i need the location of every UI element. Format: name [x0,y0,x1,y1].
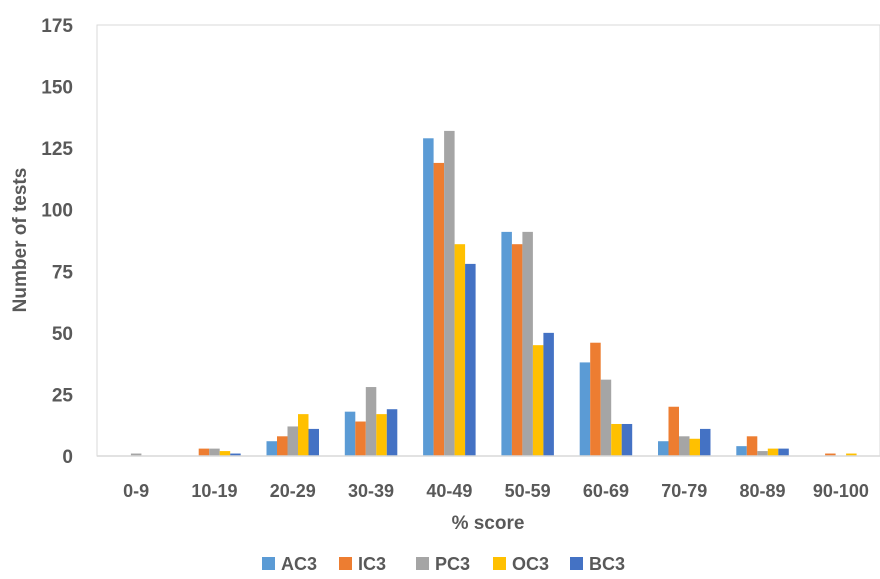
bar-ic3-60-69 [590,342,601,456]
bar-oc3-30-39 [376,414,387,456]
bar-oc3-60-69 [611,423,622,456]
bar-ic3-30-39 [355,421,366,456]
legend-swatch-ac3 [262,557,275,570]
y-tick-label: 175 [41,16,73,37]
bar-bc3-70-79 [700,428,711,456]
bar-pc3-60-69 [600,379,612,456]
plot-frame [96,24,880,457]
bar-oc3-50-59 [532,345,544,456]
legend-label-ac3: AC3 [281,554,317,574]
legend-label-pc3: PC3 [435,554,470,574]
bar-ac3-80-89 [736,446,747,456]
x-category-label: 70-79 [661,481,707,501]
x-category-label: 30-39 [348,481,394,501]
bar-ac3-50-59 [501,231,512,456]
bar-ac3-40-49 [423,138,434,457]
bar-pc3-70-79 [679,436,690,456]
legend-swatch-bc3 [570,557,583,570]
bar-pc3-50-59 [522,231,533,456]
x-category-labels: 0-9 10-19 20-29 30-39 40-49 50-59 60-69 70-79 80… [123,481,869,501]
x-category-label: 50-59 [505,481,551,501]
y-tick-label: 75 [52,262,74,283]
bar-pc3-20-29 [287,426,298,456]
x-axis-title: % score [452,513,525,534]
bar-ic3-70-79 [668,406,679,456]
bar-ic3-10-19 [198,448,210,456]
legend-label-bc3: BC3 [589,554,625,574]
bar-pc3-10-19 [209,448,220,456]
bar-oc3-80-89 [767,448,779,456]
bar-oc3-70-79 [689,438,700,456]
x-category-label: 40-49 [426,481,472,501]
bar-bc3-20-29 [308,428,319,456]
bar-ac3-70-79 [658,441,669,456]
bar-bc3-50-59 [543,332,554,456]
y-tick-label: 100 [41,201,73,222]
bar-ic3-40-49 [433,162,445,457]
y-axis-title: Number of tests [10,168,31,313]
y-tick-label: 50 [52,324,73,345]
x-category-label: 20-29 [270,481,316,501]
bar-ac3-30-39 [344,411,356,456]
legend-label-ic3: IC3 [358,554,386,574]
y-tick-label: 25 [52,385,74,406]
bar-pc3-40-49 [444,130,455,456]
y-tick-label: 150 [41,78,73,99]
legend-swatch-ic3 [339,557,352,570]
x-category-label: 90-100 [813,481,869,501]
legend-swatch-oc3 [493,557,506,570]
x-category-label: 10-19 [191,481,237,501]
bar-oc3-10-19 [219,451,231,456]
legend-swatch-pc3 [416,557,429,570]
bar-bc3-30-39 [386,409,398,456]
y-tick-label: 0 [62,447,73,468]
legend-label-oc3: OC3 [512,554,549,574]
bar-pc3-80-89 [757,451,768,456]
bar-ac3-20-29 [266,441,277,456]
bars-group [130,130,857,457]
bar-oc3-90-100 [846,453,857,456]
y-tick-labels: 0 25 50 75 100 125 150 175 [41,16,73,468]
bar-pc3-0-9 [130,453,142,456]
x-category-label: 0-9 [123,481,149,501]
x-category-label: 80-89 [740,481,786,501]
x-category-label: 60-69 [583,481,629,501]
bar-ic3-50-59 [511,244,523,456]
bar-bc3-80-89 [778,448,789,456]
legend: AC3 IC3 PC3 OC3 BC3 [262,554,625,574]
bar-oc3-40-49 [454,244,466,456]
bar-ic3-80-89 [746,436,758,456]
bar-pc3-30-39 [365,387,377,456]
bar-oc3-20-29 [298,414,309,456]
bar-ic3-20-29 [277,436,288,456]
bar-ic3-90-100 [825,453,836,456]
bar-bc3-10-19 [230,453,241,456]
bar-bc3-60-69 [621,423,633,456]
bar-bc3-40-49 [465,263,476,456]
bar-ac3-60-69 [579,362,591,456]
y-tick-label: 125 [41,139,73,160]
